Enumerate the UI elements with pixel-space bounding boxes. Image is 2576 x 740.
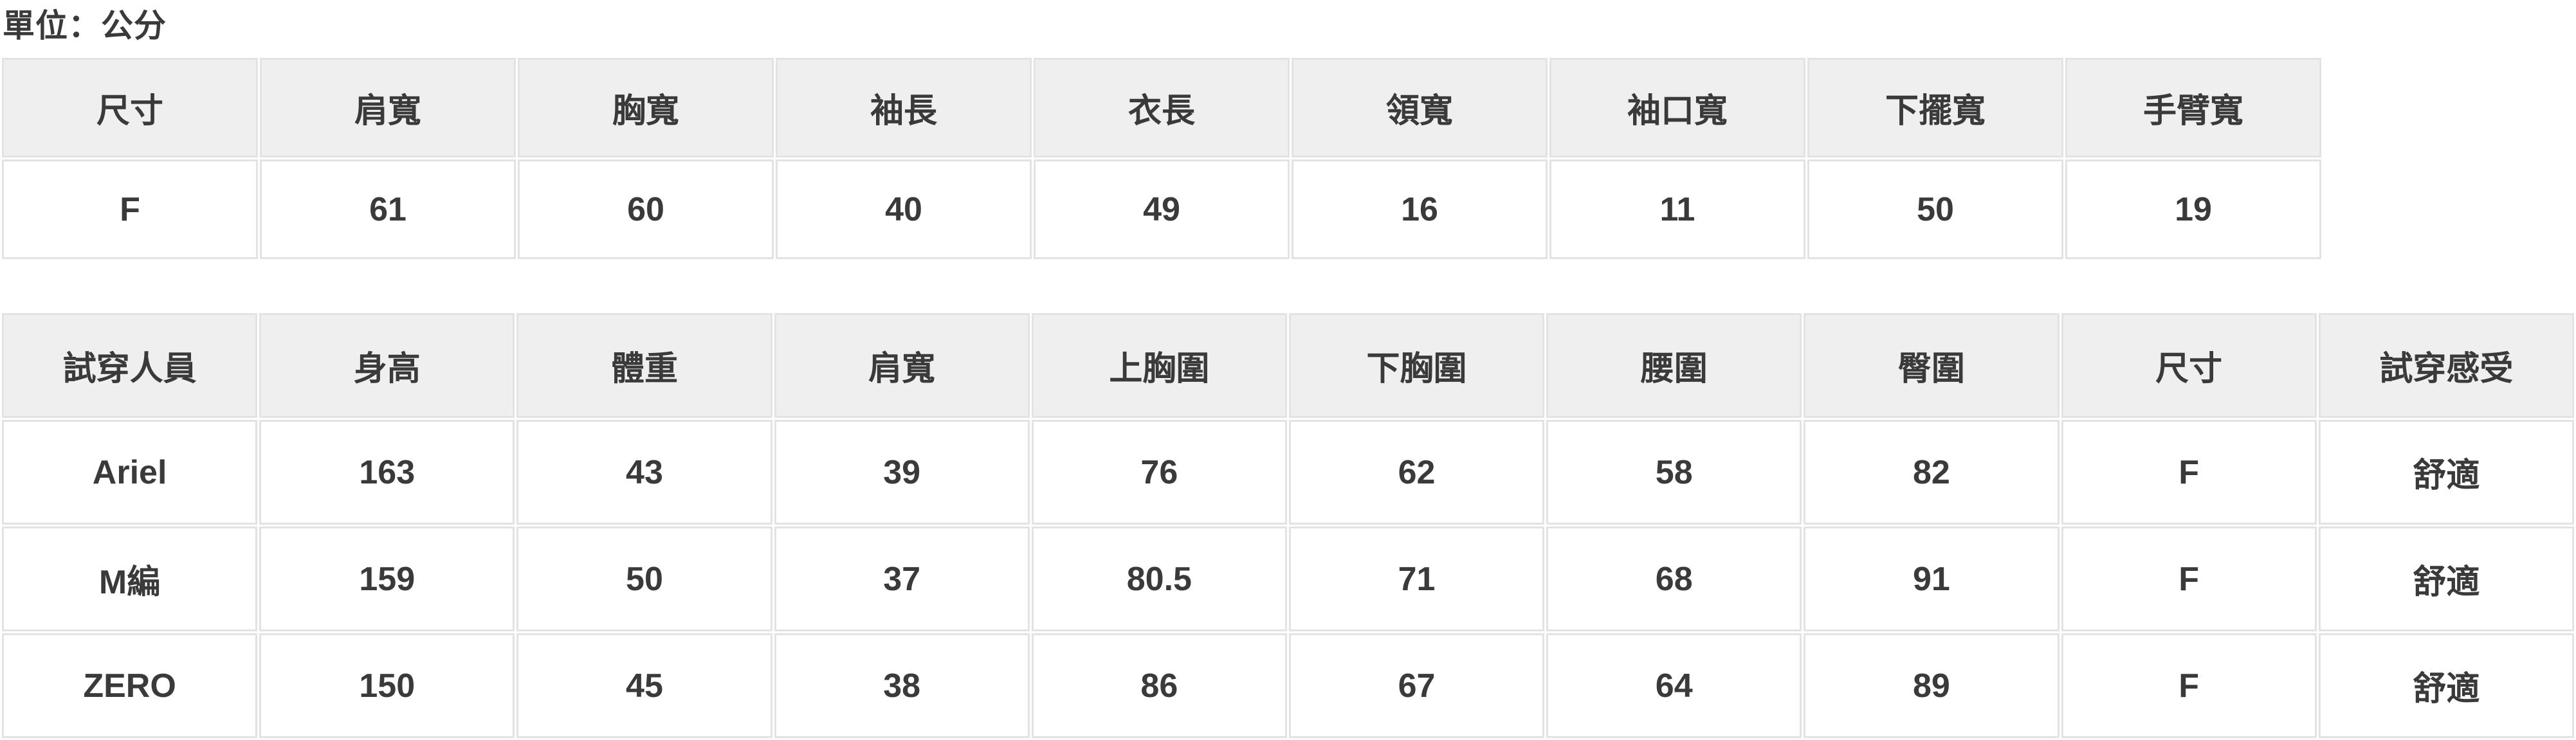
data-cell: F: [2061, 633, 2317, 738]
data-cell: 80.5: [1031, 527, 1287, 631]
data-cell: 163: [259, 420, 515, 525]
data-cell: 50: [1807, 159, 2063, 259]
header-cell: 下胸圍: [1288, 313, 1545, 418]
data-cell: 76: [1031, 420, 1287, 525]
data-cell: 89: [1804, 633, 2060, 738]
data-cell: F: [2061, 420, 2317, 525]
data-cell: 16: [1292, 159, 1548, 259]
data-cell: M編: [2, 527, 258, 631]
header-cell: 領寬: [1292, 58, 1548, 158]
data-cell: 58: [1546, 420, 1802, 525]
header-cell: 尺寸: [2061, 313, 2317, 418]
data-cell: Ariel: [2, 420, 258, 525]
data-cell: 舒適: [2318, 420, 2574, 525]
table-row: M編 159 50 37 80.5 71 68 91 F 舒適: [2, 527, 2574, 631]
header-row: 尺寸 肩寬 胸寬 袖長 衣長 領寬 袖口寬 下擺寬 手臂寬: [2, 58, 2321, 158]
size-chart-table: 尺寸 肩寬 胸寬 袖長 衣長 領寬 袖口寬 下擺寬 手臂寬 F 61 60 40 49 16 11 50 19: [0, 56, 2323, 261]
fit-report-header: 試穿人員 身高 體重 肩寬 上胸圍 下胸圍 腰圍 臀圍 尺寸 試穿感受: [2, 313, 2574, 418]
data-cell: 61: [260, 159, 516, 259]
data-cell: 49: [1034, 159, 1290, 259]
data-cell: 62: [1288, 420, 1545, 525]
header-cell: 手臂寬: [2065, 58, 2321, 158]
data-cell: F: [2061, 527, 2317, 631]
unit-label: 單位：公分: [3, 8, 167, 44]
data-cell: 91: [1804, 527, 2060, 631]
header-cell: 下擺寬: [1807, 58, 2063, 158]
header-cell: 肩寬: [260, 58, 516, 158]
data-cell: 67: [1288, 633, 1545, 738]
header-cell: 衣長: [1034, 58, 1290, 158]
data-cell: 50: [516, 527, 772, 631]
data-cell: 71: [1288, 527, 1545, 631]
table-row: Ariel 163 43 39 76 62 58 82 F 舒適: [2, 420, 2574, 525]
data-cell: 11: [1549, 159, 1805, 259]
header-cell: 上胸圍: [1031, 313, 1287, 418]
data-cell: 64: [1546, 633, 1802, 738]
header-cell: 胸寬: [518, 58, 774, 158]
table-row: F 61 60 40 49 16 11 50 19: [2, 159, 2321, 259]
header-cell: 尺寸: [2, 58, 258, 158]
header-cell: 腰圍: [1546, 313, 1802, 418]
size-chart-body: F 61 60 40 49 16 11 50 19: [2, 159, 2321, 259]
data-cell: 37: [774, 527, 1030, 631]
size-chart-header: 尺寸 肩寬 胸寬 袖長 衣長 領寬 袖口寬 下擺寬 手臂寬: [2, 58, 2321, 158]
header-cell: 袖長: [776, 58, 1032, 158]
header-cell: 臀圍: [1804, 313, 2060, 418]
data-cell: 82: [1804, 420, 2060, 525]
data-cell: F: [2, 159, 258, 259]
data-cell: 43: [516, 420, 772, 525]
data-cell: 舒適: [2318, 527, 2574, 631]
data-cell: 38: [774, 633, 1030, 738]
header-cell: 體重: [516, 313, 772, 418]
data-cell: 68: [1546, 527, 1802, 631]
data-cell: 159: [259, 527, 515, 631]
header-cell: 身高: [259, 313, 515, 418]
header-row: 試穿人員 身高 體重 肩寬 上胸圍 下胸圍 腰圍 臀圍 尺寸 試穿感受: [2, 313, 2574, 418]
data-cell: 150: [259, 633, 515, 738]
table-row: ZERO 150 45 38 86 67 64 89 F 舒適: [2, 633, 2574, 738]
data-cell: 39: [774, 420, 1030, 525]
data-cell: 40: [776, 159, 1032, 259]
fit-report-table: 試穿人員 身高 體重 肩寬 上胸圍 下胸圍 腰圍 臀圍 尺寸 試穿感受 Ariel 163 43 39 7…: [0, 311, 2576, 740]
header-cell: 試穿感受: [2318, 313, 2574, 418]
data-cell: 19: [2065, 159, 2321, 259]
data-cell: ZERO: [2, 633, 258, 738]
data-cell: 舒適: [2318, 633, 2574, 738]
data-cell: 60: [518, 159, 774, 259]
header-cell: 袖口寬: [1549, 58, 1805, 158]
fit-report-body: Ariel 163 43 39 76 62 58 82 F 舒適 M編 159 50 37 80.5 71 68…: [2, 420, 2574, 738]
data-cell: 45: [516, 633, 772, 738]
header-cell: 試穿人員: [2, 313, 258, 418]
data-cell: 86: [1031, 633, 1287, 738]
header-cell: 肩寬: [774, 313, 1030, 418]
